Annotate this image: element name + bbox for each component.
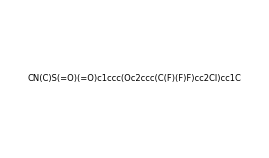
Text: CN(C)S(=O)(=O)c1ccc(Oc2ccc(C(F)(F)F)cc2Cl)cc1C: CN(C)S(=O)(=O)c1ccc(Oc2ccc(C(F)(F)F)cc2C… [27, 75, 242, 83]
